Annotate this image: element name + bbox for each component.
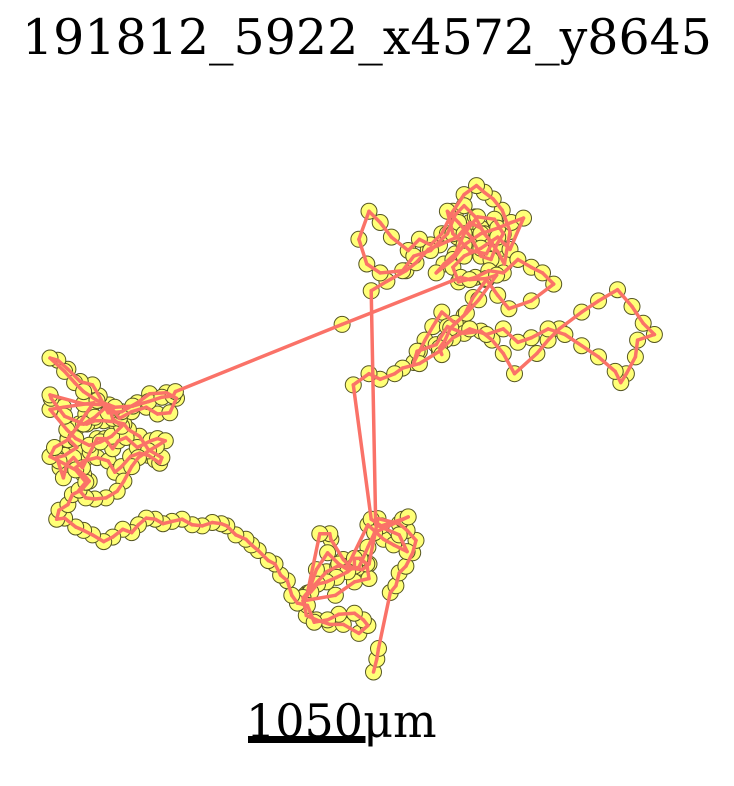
track-segment (339, 613, 355, 614)
track-segment (371, 291, 376, 525)
track-segment (175, 324, 342, 391)
track-segment (158, 413, 170, 414)
track-segment (635, 340, 637, 357)
track-points (42, 178, 662, 680)
track-segment (470, 279, 487, 280)
track-segment (108, 412, 121, 413)
track-segment (353, 385, 371, 519)
track-segment (515, 354, 537, 374)
track-segment (380, 271, 402, 273)
track-segment (115, 406, 133, 407)
track-segment (440, 348, 442, 355)
track-segment (531, 284, 553, 301)
track-segment (489, 271, 504, 273)
track-segment (379, 593, 391, 649)
track-segment (314, 620, 327, 622)
track-segment (150, 393, 167, 394)
track-segment (478, 217, 495, 219)
track-segment (367, 564, 369, 579)
track-segment (559, 312, 581, 329)
scalebar: 1050μm (246, 694, 437, 748)
scalebar-bar (248, 736, 366, 743)
